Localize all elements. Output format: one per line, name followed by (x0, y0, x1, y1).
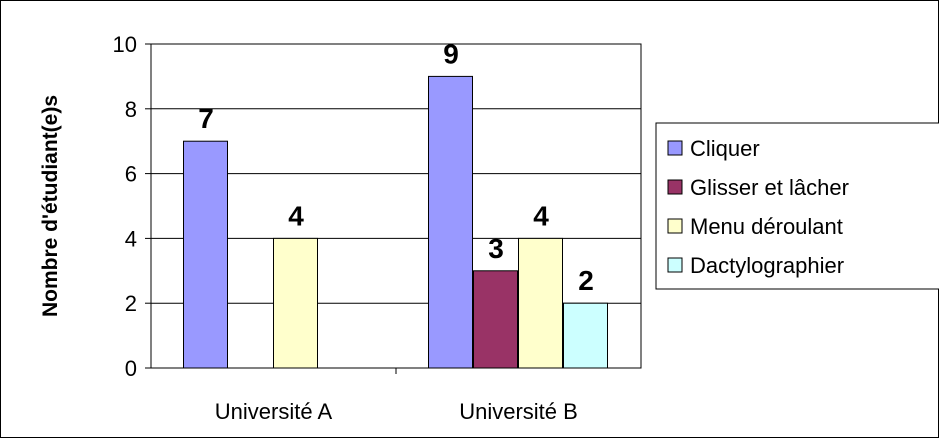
bar (473, 270, 518, 369)
data-label: 7 (198, 103, 214, 134)
data-label: 2 (578, 265, 594, 296)
data-label: 4 (288, 200, 304, 231)
bar (563, 302, 608, 369)
legend-label: Cliquer (690, 136, 760, 161)
legend-swatch (667, 140, 683, 156)
x-tick-label: Université B (459, 399, 578, 424)
bar (428, 75, 473, 369)
data-label: 3 (488, 233, 504, 264)
data-label: 4 (533, 200, 549, 231)
legend-swatch (667, 179, 683, 195)
data-label: 9 (443, 38, 459, 69)
x-tick-label: Université A (215, 399, 333, 424)
y-tick-label: 8 (125, 97, 137, 122)
y-tick-label: 6 (125, 162, 137, 187)
y-axis-label: Nombre d'étudiant(e)s (39, 95, 62, 317)
bar (518, 237, 563, 369)
y-tick-label: 10 (113, 32, 137, 57)
legend-swatch (667, 218, 683, 234)
bar (273, 237, 318, 369)
y-tick-label: 0 (125, 356, 137, 381)
legend-label: Glisser et lâcher (690, 175, 849, 200)
legend-label: Menu déroulant (690, 214, 843, 239)
y-tick-label: 4 (125, 226, 137, 251)
bar (183, 140, 228, 369)
legend-swatch (667, 257, 683, 273)
legend-label: Dactylographier (690, 253, 844, 278)
legend-box (655, 122, 939, 290)
y-tick-label: 2 (125, 291, 137, 316)
